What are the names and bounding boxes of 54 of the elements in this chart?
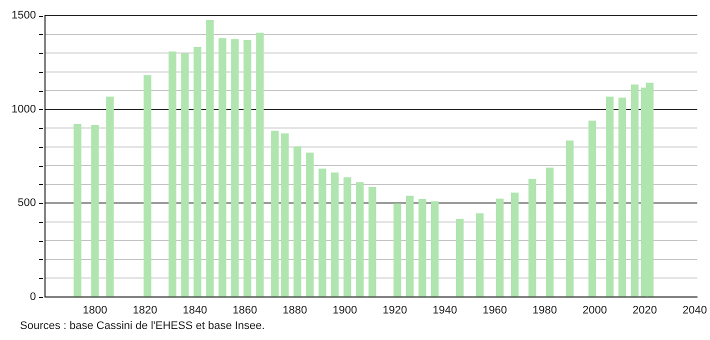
bar xyxy=(356,182,364,297)
bar xyxy=(306,152,314,297)
bar xyxy=(318,168,326,297)
y-tick-label: 1500 xyxy=(12,10,36,22)
x-tick-label: 1900 xyxy=(332,304,358,316)
bar xyxy=(588,120,596,297)
source-note: Sources : base Cassini de l'EHESS et base Insee. xyxy=(20,320,265,332)
x-tick-label: 2040 xyxy=(682,304,707,316)
bar xyxy=(630,84,639,297)
y-tick-label: 1000 xyxy=(12,103,36,116)
x-tick-label: 1840 xyxy=(182,304,208,316)
x-tick-label: 2000 xyxy=(582,304,608,316)
bar xyxy=(510,192,519,297)
bar xyxy=(344,177,352,297)
x-tick-label: 1920 xyxy=(382,304,408,316)
bar xyxy=(368,186,376,297)
bar xyxy=(91,124,99,297)
bar xyxy=(418,198,426,297)
x-tick-label: 1940 xyxy=(432,304,458,316)
bar xyxy=(181,53,189,297)
bar xyxy=(206,20,214,297)
bar xyxy=(231,39,239,297)
bar xyxy=(331,172,339,297)
bar xyxy=(496,198,504,297)
bar xyxy=(218,38,226,297)
bar xyxy=(456,218,464,297)
bar xyxy=(406,196,414,297)
x-tick-label: 2020 xyxy=(632,304,657,316)
bar xyxy=(168,51,176,297)
x-tick-label: 1800 xyxy=(82,304,108,316)
y-tick-label: 500 xyxy=(18,197,36,210)
bar xyxy=(74,124,82,297)
bar xyxy=(566,140,574,297)
bar xyxy=(144,75,152,297)
y-tick-label: 0 xyxy=(30,290,36,303)
bar xyxy=(546,168,554,297)
bar xyxy=(244,40,252,297)
bar xyxy=(194,46,202,297)
bar xyxy=(271,130,279,297)
bar xyxy=(606,96,614,297)
x-tick-label: 1860 xyxy=(232,304,258,316)
bar xyxy=(476,213,484,297)
bar xyxy=(281,133,289,297)
bar xyxy=(394,203,402,297)
bar xyxy=(618,98,626,297)
bar xyxy=(256,32,264,297)
bar xyxy=(431,201,439,297)
bar xyxy=(294,146,302,297)
x-tick-label: 1980 xyxy=(532,304,558,316)
bar xyxy=(528,178,536,297)
x-tick-label: 1960 xyxy=(482,304,508,316)
x-tick-label: 1880 xyxy=(282,304,308,316)
x-tick-label: 1820 xyxy=(132,304,158,316)
bar xyxy=(106,96,114,297)
